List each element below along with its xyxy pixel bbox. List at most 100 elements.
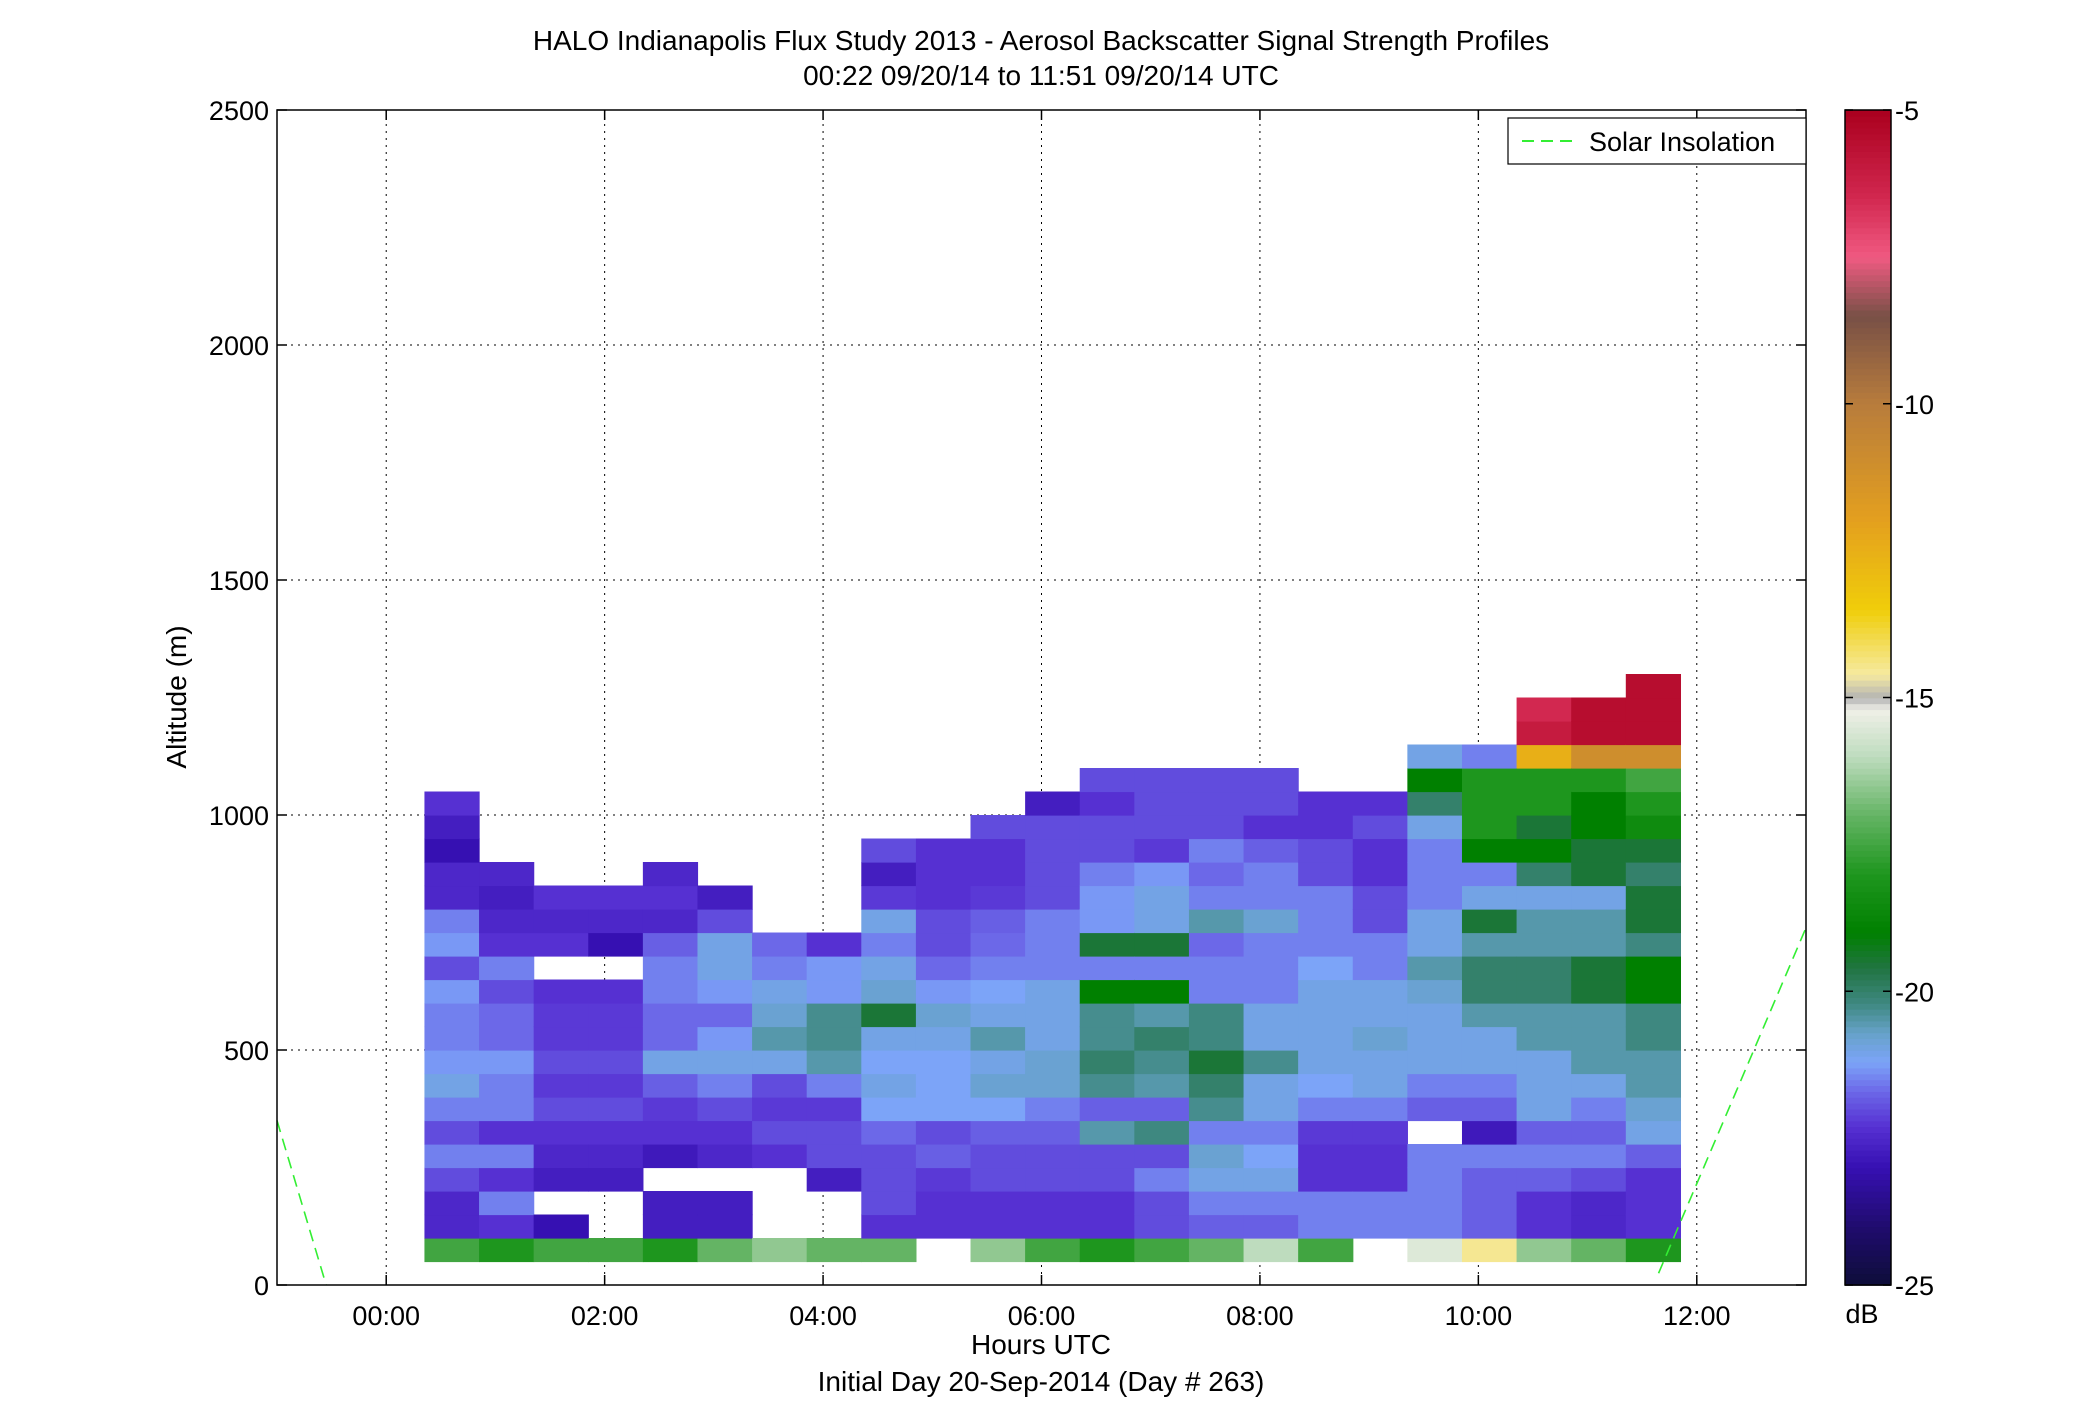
colorbar-segment: [1845, 656, 1891, 664]
heatmap-cell: [1625, 697, 1682, 722]
colorbar-segment: [1845, 1220, 1891, 1228]
heatmap-cell: [915, 979, 972, 1004]
heatmap-cell: [1625, 1120, 1682, 1145]
heatmap-cell: [1134, 932, 1190, 957]
heatmap-cell: [697, 1050, 753, 1075]
colorbar-segment: [1845, 779, 1891, 787]
heatmap-cell: [752, 1050, 808, 1075]
heatmap-cell: [1352, 838, 1408, 863]
heatmap-cell: [915, 909, 972, 934]
heatmap-cell: [424, 1026, 480, 1051]
heatmap-cell: [1079, 768, 1135, 793]
heatmap-cell: [861, 956, 917, 981]
heatmap-cell: [1516, 1003, 1572, 1028]
x-tick-label: 12:00: [1663, 1301, 1731, 1331]
colorbar-segment: [1845, 1114, 1891, 1122]
colorbar-segment: [1845, 926, 1891, 934]
heatmap-cell: [1625, 932, 1682, 957]
colorbar-segment: [1845, 1144, 1891, 1151]
colorbar-segment: [1845, 1061, 1891, 1069]
colorbar-segment: [1845, 1003, 1891, 1010]
y-tick-label: 500: [224, 1036, 269, 1066]
heatmap-cell: [1079, 1050, 1135, 1075]
heatmap-cell: [806, 932, 862, 957]
heatmap-cell: [1407, 932, 1463, 957]
colorbar-segment: [1845, 609, 1891, 617]
colorbar-segment: [1845, 1279, 1891, 1286]
colorbar-segment: [1845, 1232, 1891, 1239]
colorbar-segment: [1845, 127, 1891, 135]
colorbar-segment: [1845, 597, 1891, 605]
heatmap-cell: [1461, 1214, 1518, 1239]
colorbar-segment: [1845, 1138, 1891, 1145]
heatmap-cell: [1516, 979, 1572, 1004]
heatmap-cell: [1407, 1214, 1463, 1239]
heatmap-cell: [1407, 1097, 1463, 1122]
heatmap-cell: [970, 1191, 1026, 1216]
heatmap-cell: [533, 932, 589, 957]
heatmap-cell: [1571, 1238, 1627, 1263]
colorbar-segment: [1845, 538, 1891, 546]
solar-insolation-line: [1657, 927, 1807, 1274]
colorbar-segment: [1845, 1261, 1891, 1269]
colorbar-segment: [1845, 1185, 1891, 1192]
colorbar-segment: [1845, 409, 1891, 417]
legend-box: [1507, 117, 1807, 165]
colorbar-segment: [1845, 233, 1891, 241]
heatmap-cell: [1134, 815, 1190, 840]
x-tick-label: 00:00: [352, 1301, 420, 1331]
heatmap-cell: [1025, 1120, 1081, 1145]
colorbar-segment: [1845, 1173, 1891, 1181]
colorbar-segment: [1845, 286, 1891, 293]
heatmap-cell: [1243, 1073, 1299, 1098]
heatmap-cell: [1461, 979, 1518, 1004]
colorbar: -5 -10 -15 -20 -25 dB: [1844, 96, 1934, 1329]
heatmap-cell: [1352, 1050, 1408, 1075]
colorbar-segment: [1845, 580, 1891, 587]
heatmap-cell: [588, 1167, 644, 1192]
heatmap-cell: [642, 1050, 699, 1075]
heatmap-cell: [861, 1120, 917, 1145]
heatmap-cell: [1352, 932, 1408, 957]
heatmap-cell: [1243, 1050, 1299, 1075]
colorbar-segment: [1845, 356, 1891, 364]
heatmap-cell: [1461, 885, 1518, 910]
heatmap-cell: [479, 862, 535, 887]
colorbar-segment: [1845, 515, 1891, 523]
colorbar-segment: [1845, 280, 1891, 288]
colorbar-segment: [1845, 768, 1891, 775]
heatmap-cell: [1079, 885, 1135, 910]
colorbar-segment: [1845, 885, 1891, 893]
colorbar-gradient: [1845, 110, 1891, 1286]
heatmap-cell: [1079, 1167, 1135, 1192]
heatmap-cell: [915, 838, 972, 863]
heatmap-cell: [752, 1120, 808, 1145]
colorbar-segment: [1845, 1020, 1891, 1028]
heatmap-cell: [1134, 1144, 1190, 1169]
heatmap-cell: [642, 1191, 699, 1216]
heatmap-cell: [1079, 1120, 1135, 1145]
heatmap-cell: [697, 1026, 753, 1051]
colorbar-segment: [1845, 850, 1891, 857]
heatmap-cell: [1134, 1120, 1190, 1145]
colorbar-segment: [1845, 562, 1891, 570]
heatmap-cell: [970, 1073, 1026, 1098]
heatmap-cell: [533, 1238, 589, 1263]
heatmap-cell: [1079, 956, 1135, 981]
heatmap-cell: [1079, 1238, 1135, 1263]
heatmap-cell: [479, 1026, 535, 1051]
heatmap-cell: [1352, 1144, 1408, 1169]
heatmap-cell: [588, 979, 644, 1004]
heatmap-cell: [915, 1214, 972, 1239]
heatmap-cell: [1571, 979, 1627, 1004]
heatmap-cell: [970, 1003, 1026, 1028]
heatmap-cell: [642, 885, 699, 910]
heatmap-cell: [806, 956, 862, 981]
heatmap-cell: [752, 1144, 808, 1169]
heatmap-cell: [1625, 838, 1682, 863]
heatmap-cell: [1352, 1191, 1408, 1216]
heatmap-cell: [1188, 1050, 1245, 1075]
heatmap-cell: [424, 909, 480, 934]
heatmap-cell: [806, 979, 862, 1004]
colorbar-segment: [1845, 891, 1891, 899]
